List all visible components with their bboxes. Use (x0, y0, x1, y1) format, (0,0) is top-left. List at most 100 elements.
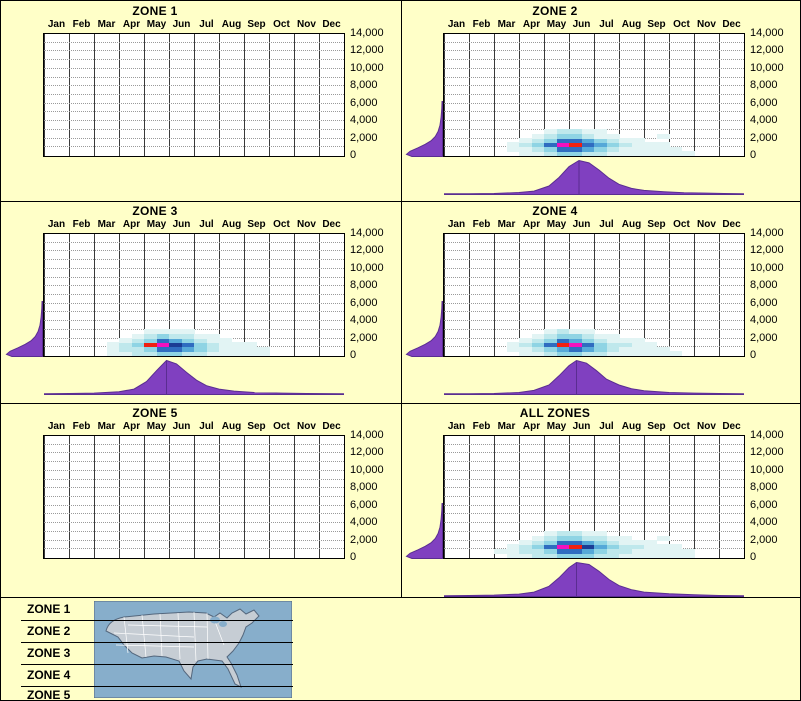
grid-line (444, 320, 744, 322)
heat-cell (569, 531, 583, 537)
heat-cell (544, 342, 558, 348)
heat-cell (631, 142, 645, 148)
heat-cell (119, 346, 133, 352)
panel-all-zones: ALL ZONES Jan Feb Mar Apr May Jun Jul Aug Sep Oct… (401, 403, 800, 597)
us-zone-map (94, 601, 292, 698)
y-tick-label: 12,000 (350, 446, 384, 459)
heat-cell (656, 142, 670, 148)
month-label: Mar (97, 19, 116, 30)
heat-cell (569, 137, 583, 143)
month-label: Sep (247, 19, 266, 30)
heat-cell (194, 342, 208, 348)
month-label: Sep (647, 219, 666, 230)
heat-cell (494, 548, 508, 554)
heat-cell (606, 351, 620, 356)
grid-line (444, 67, 744, 69)
plot-area (443, 435, 745, 559)
heat-cell (581, 137, 595, 143)
y-tick-label: 6,000 (350, 96, 378, 109)
heat-cell (544, 329, 558, 335)
horizontal-panel-divider (1, 201, 800, 202)
grid-line (44, 320, 344, 322)
legend-zone3-label: ZONE 3 (27, 646, 71, 660)
heat-cell (569, 553, 583, 558)
grid-line (44, 241, 344, 243)
heat-cell (681, 151, 695, 156)
heat-cell (619, 553, 633, 558)
grid-line (44, 146, 344, 148)
heat-cell (594, 351, 608, 356)
month-label: Dec (722, 421, 741, 432)
month-label: Dec (722, 219, 741, 230)
month-label: Sep (247, 219, 266, 230)
month-label: Feb (472, 19, 491, 30)
y-tick-label: 14,000 (350, 429, 384, 441)
month-label: Oct (673, 219, 690, 230)
heat-cell (631, 351, 645, 356)
heat-cell (169, 342, 183, 348)
y-tick-label: 0 (350, 349, 357, 361)
horizontal-panel-divider (1, 597, 800, 598)
heat-cell (531, 544, 545, 550)
heat-cell (581, 535, 595, 541)
heat-cell (519, 142, 533, 148)
heat-cell (619, 342, 633, 348)
y-tick-label: 14,000 (350, 27, 384, 39)
y-axis: 14,000 12,000 10,000 8,000 6,000 4,000 2,000 0 (750, 227, 798, 361)
heat-cell (656, 346, 670, 352)
heat-cell (206, 351, 220, 356)
heat-cell (606, 337, 620, 343)
y-tick-label: 10,000 (750, 61, 784, 74)
y-tick-label: 6,000 (750, 498, 778, 511)
grid-line (44, 50, 344, 52)
heat-cell (194, 337, 208, 343)
heat-cell (581, 544, 595, 550)
month-label: Jun (572, 219, 591, 230)
month-label: Jan (447, 19, 466, 30)
heat-cell (556, 129, 570, 135)
heat-cell (131, 351, 145, 356)
heat-cell (544, 544, 558, 550)
y-axis: 14,000 12,000 10,000 8,000 6,000 4,000 2,000 0 (350, 429, 398, 563)
y-tick-label: 8,000 (750, 279, 778, 292)
zone-divider-line (21, 620, 293, 621)
heat-cell (519, 342, 533, 348)
heat-cell (156, 351, 170, 356)
heat-cell (544, 133, 558, 139)
grid-line (44, 276, 344, 278)
heat-cell (244, 342, 258, 348)
bottom-density-curve (444, 159, 744, 195)
heat-cell (594, 151, 608, 156)
heat-cell (569, 548, 583, 554)
y-tick-label: 10,000 (750, 261, 784, 274)
heat-cell (569, 151, 583, 156)
heat-cell (544, 333, 558, 339)
month-label: May (146, 19, 167, 30)
grid-line (444, 76, 744, 78)
bottom-density-curve (444, 359, 744, 395)
grid-line (444, 302, 744, 304)
heat-cell (106, 346, 120, 352)
panel-title: ALL ZONES (519, 406, 591, 420)
heat-cell (606, 539, 620, 545)
heat-cell (544, 535, 558, 541)
month-label: Apr (122, 219, 141, 230)
heat-cell (556, 329, 570, 335)
y-tick-label: 10,000 (750, 463, 784, 476)
heat-cell (644, 553, 658, 558)
month-label: Nov (697, 19, 716, 30)
great-lakes-icon (219, 621, 227, 627)
month-label: Nov (297, 19, 316, 30)
heat-cell (519, 539, 533, 545)
heat-cell (556, 337, 570, 343)
heat-cell (594, 342, 608, 348)
heat-cell (181, 333, 195, 339)
month-label: Jul (599, 19, 614, 30)
month-label: Jan (447, 219, 466, 230)
heat-cell (519, 337, 533, 343)
us-landmass (105, 608, 260, 688)
heat-cell (131, 337, 145, 343)
panel-zone-4: ZONE 4 Jan Feb Mar Apr May Jun Jul Aug Sep Oct Nov… (401, 201, 800, 403)
heat-cell (181, 342, 195, 348)
